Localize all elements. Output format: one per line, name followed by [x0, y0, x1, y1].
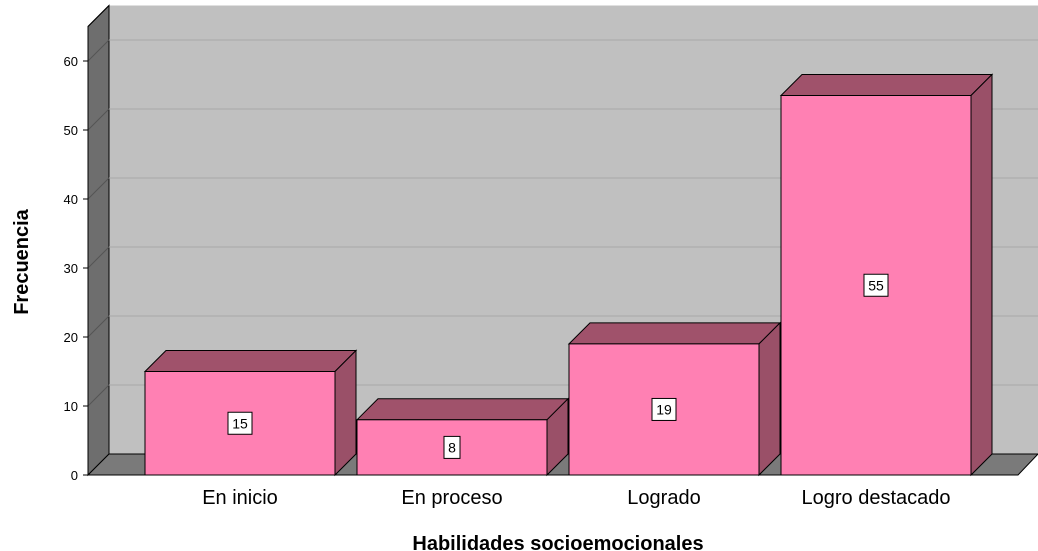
bar-group: 19: [567, 321, 782, 477]
x-tick-label: Logro destacado: [801, 487, 950, 509]
bar-side-face: [970, 73, 993, 477]
data-label-box: [443, 435, 461, 459]
bar-group: 55: [779, 73, 994, 477]
bar-group: 15: [143, 349, 358, 477]
y-tick-label: 0: [71, 468, 78, 483]
bar-top-face: [355, 398, 570, 421]
bars: 15 8 19 55: [143, 73, 994, 477]
y-tick-label: 20: [64, 330, 78, 345]
x-tick-label: En proceso: [401, 487, 502, 509]
x-tick-label: En inicio: [202, 487, 278, 509]
plot-left-wall: [87, 4, 110, 477]
y-axis-title: Frecuencia: [11, 208, 33, 314]
data-label: 19: [656, 401, 672, 417]
gridline-wall: [87, 315, 110, 338]
bar-top-face: [567, 322, 782, 345]
bar-side-face: [758, 321, 781, 477]
bar-side-face: [334, 349, 357, 477]
x-axis-title: Habilidades socioemocionales: [412, 533, 703, 551]
gridline-wall: [87, 384, 110, 407]
y-tick-label: 60: [64, 54, 78, 69]
bar-top-face: [779, 74, 994, 96]
bar-group: 8: [355, 397, 570, 477]
x-tick-label: Logrado: [627, 487, 700, 509]
data-label: 15: [232, 415, 248, 431]
data-label: 8: [448, 439, 456, 455]
data-label-box: [227, 411, 253, 435]
gridline-wall: [87, 39, 110, 62]
y-tick-label: 10: [64, 399, 78, 414]
gridline-wall: [87, 246, 110, 269]
data-label: 55: [868, 277, 884, 293]
y-tick-label: 50: [64, 123, 78, 138]
y-axis-ticks: 0 10 20 30 40 50 60: [64, 5, 110, 483]
bar-top-face: [143, 350, 358, 372]
x-axis-ticks: En inicio En proceso Logrado Logro destacad…: [88, 474, 1018, 509]
data-label-box: [863, 273, 889, 297]
y-tick-label: 40: [64, 192, 78, 207]
y-axis-top-edge: [87, 5, 110, 27]
gridline-wall: [87, 108, 110, 131]
gridline-wall: [87, 177, 110, 200]
y-tick-label: 30: [64, 261, 78, 276]
data-label-box: [651, 397, 677, 421]
